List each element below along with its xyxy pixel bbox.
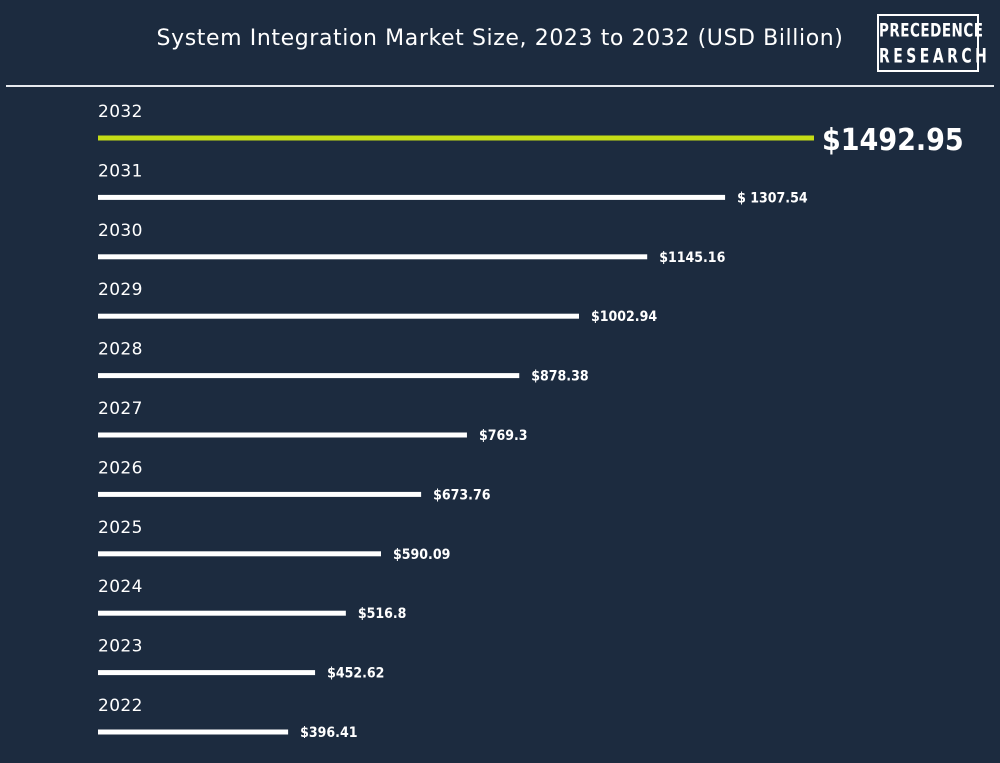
precedence-research-logo: PRECEDENCE RESEARCH <box>877 14 991 72</box>
year-label: 2031 <box>98 161 143 181</box>
bar <box>98 491 422 497</box>
year-label: 2027 <box>98 399 143 419</box>
value-label: $452.62 <box>327 666 384 682</box>
year-label: 2023 <box>98 637 143 657</box>
value-label: $769.3 <box>479 428 528 444</box>
value-label: $1145.16 <box>659 250 725 266</box>
year-label: 2022 <box>98 696 143 716</box>
value-label: $1002.94 <box>591 309 657 325</box>
bar <box>98 194 726 200</box>
year-label: 2032 <box>98 102 143 122</box>
bottom-band <box>0 738 1000 763</box>
year-label: 2026 <box>98 458 143 478</box>
logo-line-2: RESEARCH <box>879 44 991 68</box>
value-label: $590.09 <box>393 547 450 563</box>
value-label: $878.38 <box>531 369 588 385</box>
value-label: $396.41 <box>300 725 357 741</box>
value-label: $673.76 <box>433 487 491 503</box>
value-label: $516.8 <box>358 606 407 622</box>
bar <box>98 729 289 735</box>
bar-highlight <box>98 135 814 141</box>
year-label: 2024 <box>98 577 143 597</box>
year-label: 2029 <box>98 280 143 300</box>
bar <box>98 551 381 557</box>
year-label: 2025 <box>98 518 143 538</box>
bar <box>98 610 346 616</box>
title-divider <box>6 85 994 87</box>
value-label: $ 1307.54 <box>737 190 808 206</box>
bar <box>98 254 648 260</box>
bar <box>98 313 579 319</box>
bar <box>98 670 316 676</box>
year-label: 2028 <box>98 340 143 360</box>
year-label: 2030 <box>98 221 143 241</box>
logo-line-1: PRECEDENCE <box>879 18 984 42</box>
value-label: $1492.95 <box>822 123 964 158</box>
bar <box>98 373 520 379</box>
chart-title: System Integration Market Size, 2023 to … <box>156 26 844 51</box>
bar <box>98 432 467 438</box>
